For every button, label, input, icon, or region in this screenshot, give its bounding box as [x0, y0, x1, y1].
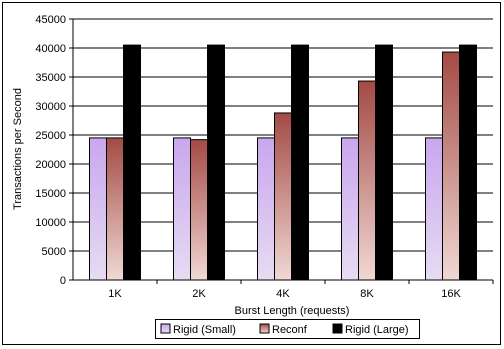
y-tick-label: 20000	[35, 159, 66, 171]
y-tick-label: 35000	[35, 72, 66, 84]
bar	[425, 137, 443, 281]
gridlines	[73, 18, 493, 252]
y-tick-label: 0	[60, 275, 66, 287]
bar	[341, 137, 359, 281]
bar	[274, 112, 292, 281]
bars	[89, 44, 477, 281]
legend-swatch	[160, 323, 171, 334]
x-tick-label: 2K	[192, 288, 206, 300]
bar	[358, 80, 376, 281]
bar	[459, 44, 477, 281]
y-tick-label: 10000	[35, 217, 66, 229]
y-tick-label: 5000	[42, 246, 66, 258]
legend-swatch	[259, 323, 270, 334]
y-tick-label: 30000	[35, 101, 66, 113]
x-tick-label: 1K	[108, 288, 122, 300]
legend-box	[155, 319, 420, 339]
bar	[257, 137, 275, 281]
chart-frame	[2, 2, 501, 345]
bar	[123, 44, 141, 281]
bar	[291, 44, 309, 281]
axes: 0 5000 10000 15000 20000 25000 30000 35000 40000…	[35, 14, 494, 300]
y-axis-title: Transactions per Second	[12, 88, 24, 210]
legend-label: Rigid (Small)	[173, 324, 236, 336]
bar	[173, 137, 191, 281]
legend-label: Rigid (Large)	[345, 324, 409, 336]
x-tick-label: 4K	[276, 288, 290, 300]
y-tick-label: 15000	[35, 188, 66, 200]
bar	[190, 139, 208, 281]
bar	[207, 44, 225, 281]
bar	[89, 137, 107, 281]
y-tick-label: 40000	[35, 43, 66, 55]
y-tick-label: 25000	[35, 130, 66, 142]
x-tick-label: 16K	[441, 288, 461, 300]
legend-label: Reconf	[272, 324, 308, 336]
bar	[106, 137, 124, 281]
bar	[442, 51, 460, 281]
x-tick-label: 8K	[360, 288, 374, 300]
legend-swatch	[332, 323, 343, 334]
y-tick-label: 45000	[35, 14, 66, 26]
bar	[375, 44, 393, 281]
x-axis-title: Burst Length (requests)	[235, 305, 350, 317]
legend: Rigid (Small) Reconf Rigid (Large)	[155, 319, 420, 339]
